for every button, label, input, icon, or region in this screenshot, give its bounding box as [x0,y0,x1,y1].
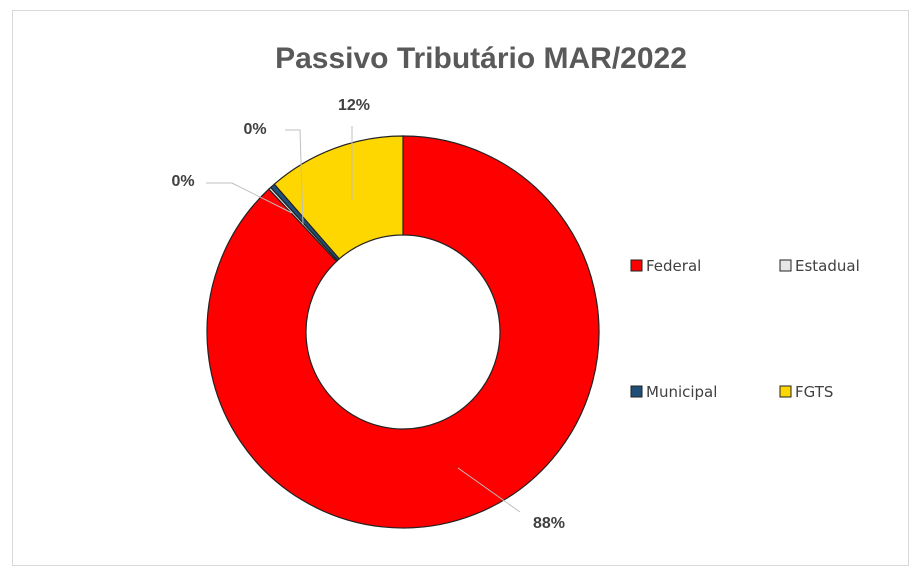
legend-item-municipal: Municipal [630,383,717,401]
leader-line-estadual [206,182,293,214]
legend-label-municipal: Municipal [646,383,717,401]
legend-label-fgts: FGTS [795,383,833,401]
legend-item-federal: Federal [630,257,701,275]
chart-title: Passivo Tributário MAR/2022 [275,42,687,75]
legend-label-federal: Federal [646,257,701,275]
data-label-fgts: 12% [338,97,370,114]
legend-swatch-municipal [630,385,643,398]
data-labels: 88% 0% 0% 12% [171,97,565,532]
data-label-federal: 88% [533,515,565,532]
slice-federal [206,135,600,529]
legend-swatch-fgts [779,385,792,398]
leader-lines [206,126,521,513]
legend-label-estadual: Estadual [795,257,860,275]
leader-line-federal [457,467,521,513]
slice-fgts [273,135,404,260]
legend-item-estadual: Estadual [779,257,860,275]
data-label-municipal: 0% [243,121,266,138]
legend: Federal Estadual Municipal FGTS [630,257,860,401]
legend-item-fgts: FGTS [779,383,833,401]
legend-swatch-federal [630,259,643,272]
legend-swatch-estadual [779,259,792,272]
leader-line-municipal [285,129,304,226]
data-label-estadual: 0% [171,173,194,190]
donut-slices [206,135,600,529]
